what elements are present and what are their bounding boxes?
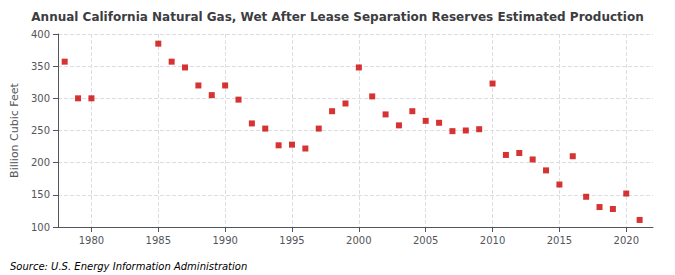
svg-text:Billion Cubic Feet: Billion Cubic Feet xyxy=(8,82,21,177)
svg-text:Annual California Natural Gas,: Annual California Natural Gas, Wet After… xyxy=(31,10,643,24)
svg-text:200: 200 xyxy=(31,157,50,168)
svg-text:1985: 1985 xyxy=(146,235,171,246)
svg-text:400: 400 xyxy=(31,29,50,40)
svg-text:1980: 1980 xyxy=(79,235,104,246)
svg-text:2020: 2020 xyxy=(614,235,639,246)
svg-text:350: 350 xyxy=(31,61,50,72)
svg-text:250: 250 xyxy=(31,125,50,136)
svg-text:2000: 2000 xyxy=(346,235,371,246)
svg-text:100: 100 xyxy=(31,222,50,233)
svg-text:Source: U.S. Energy Informatio: Source: U.S. Energy Information Administ… xyxy=(10,261,247,272)
svg-text:1995: 1995 xyxy=(279,235,304,246)
svg-text:1990: 1990 xyxy=(212,235,237,246)
svg-text:2005: 2005 xyxy=(413,235,438,246)
svg-text:150: 150 xyxy=(31,189,50,200)
svg-text:2010: 2010 xyxy=(480,235,505,246)
svg-text:2015: 2015 xyxy=(547,235,572,246)
svg-text:300: 300 xyxy=(31,93,50,104)
